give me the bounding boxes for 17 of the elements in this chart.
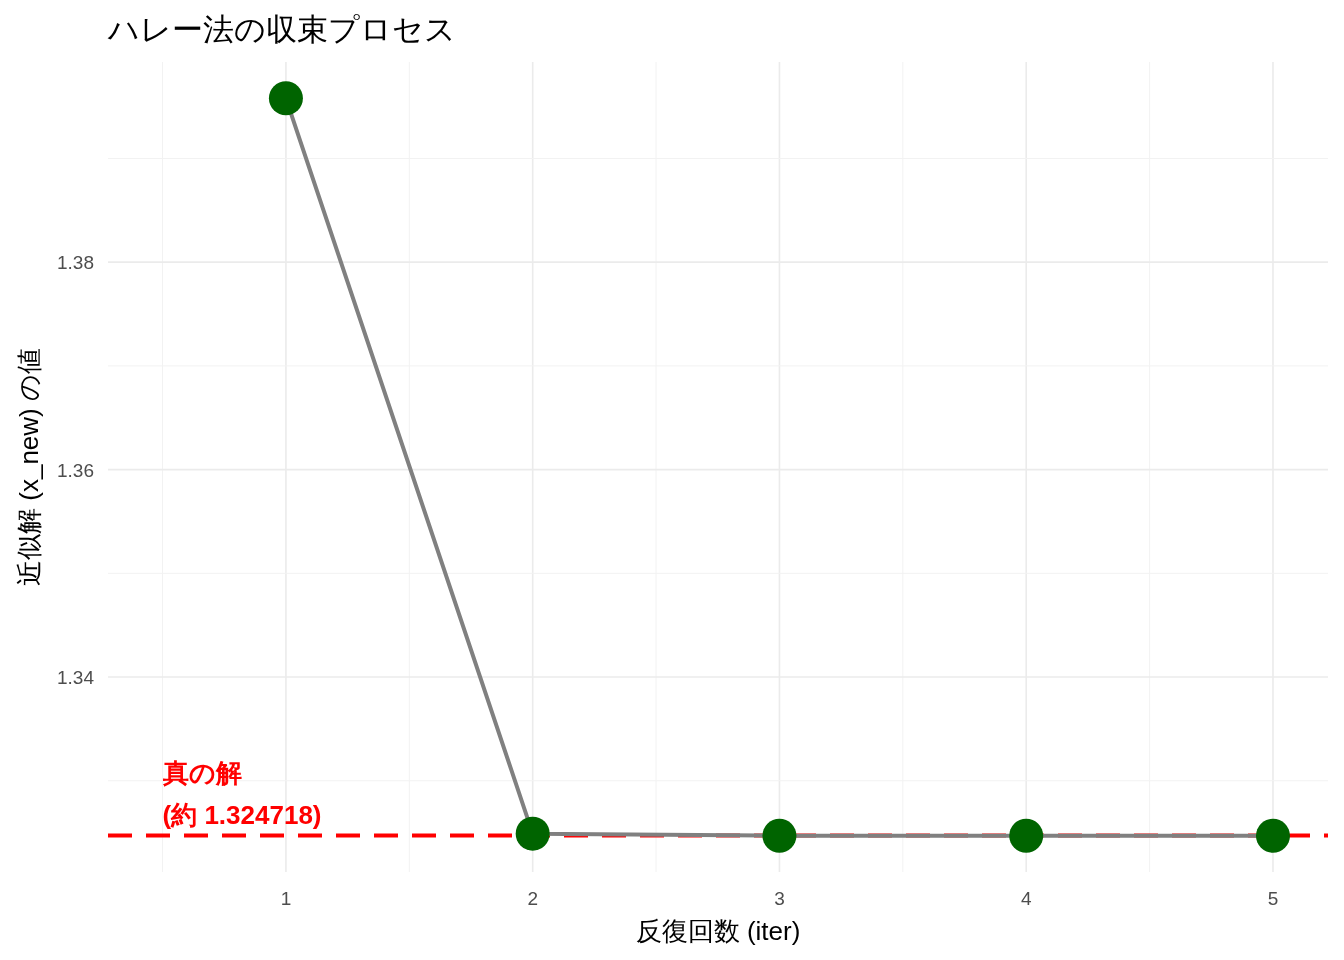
point	[1255, 818, 1290, 853]
y-tick-label: 1.34	[57, 667, 95, 689]
x-tick-label: 2	[527, 888, 538, 909]
ref-line-label: 真の解 (約 1.324718)	[161, 757, 322, 830]
point	[1009, 818, 1044, 853]
x-tick-label: 4	[1020, 888, 1032, 909]
x-tick-label: 5	[1267, 888, 1279, 909]
x-axis-title: 反復回数 (iter)	[635, 916, 801, 946]
y-tick-label: 1.38	[57, 252, 94, 274]
x-tick-label: 3	[774, 888, 785, 909]
y-axis-title: 近似解 (x_new) の値	[14, 348, 44, 586]
point	[268, 81, 303, 116]
point	[515, 816, 550, 851]
chart-title: ハレー法の収束プロセス	[107, 12, 456, 47]
point	[762, 818, 797, 853]
y-tick-label: 1.36	[57, 459, 94, 481]
x-tick-label: 1	[280, 888, 292, 909]
